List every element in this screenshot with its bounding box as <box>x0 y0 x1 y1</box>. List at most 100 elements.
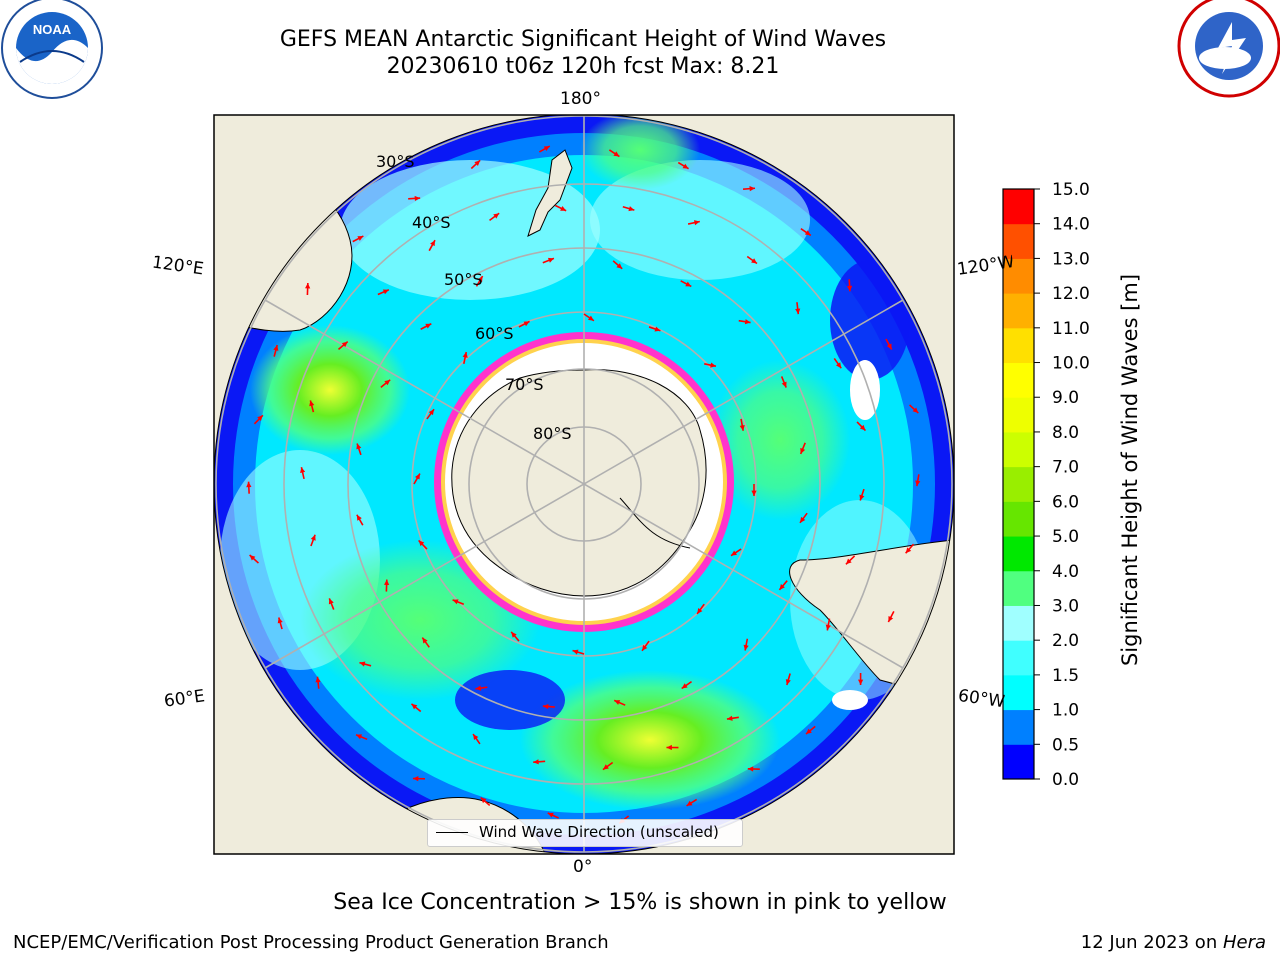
nws-logo <box>1177 0 1280 98</box>
colorbar-tick-label: 4.0 <box>1052 562 1079 582</box>
wind-wave-arrow-head <box>473 734 479 741</box>
noaa-logo: NOAA <box>1 0 103 99</box>
wind-wave-arrow-head <box>628 206 635 212</box>
wind-wave-arrow-head <box>806 728 812 735</box>
wind-wave-arrow-head <box>587 315 594 321</box>
wind-wave-arrow-head <box>328 598 334 605</box>
colorbar-segment <box>1003 640 1034 676</box>
lat-label-80s: 80°S <box>533 424 572 443</box>
colorbar-tick-label: 15.0 <box>1052 180 1090 200</box>
wind-wave-arrow-head <box>602 764 609 770</box>
wind-wave-arrow-head <box>915 480 921 487</box>
wind-wave-arrow-head <box>547 257 554 263</box>
wind-wave-arrow-head <box>428 409 435 416</box>
wind-wave-arrow-head <box>886 343 892 350</box>
wind-wave-arrow-head <box>310 534 316 541</box>
wind-wave-arrow-head <box>747 766 754 772</box>
wind-wave-arrow-head <box>356 514 362 521</box>
footer-date-prefix: 12 Jun 2023 on <box>1080 932 1223 953</box>
wind-wave-arrow-head <box>835 362 842 369</box>
colorbar-tick-label: 3.0 <box>1052 596 1079 616</box>
colorbar-label: Significant Height of Wind Waves [m] <box>1118 273 1142 667</box>
colorbar-tick-label: 7.0 <box>1052 458 1079 478</box>
wind-wave-arrow-head <box>425 323 432 329</box>
wind-wave-arrow-head <box>795 308 801 315</box>
colorbar-tick-label: 0.0 <box>1052 770 1079 790</box>
graticule <box>215 115 953 853</box>
wind-wave-arrow-head <box>800 447 806 454</box>
wind-wave-arrow-head <box>859 494 865 501</box>
colorbar-segment <box>1003 709 1034 745</box>
wind-wave-arrow-head <box>547 812 554 818</box>
wind-wave-arrow-head <box>666 744 672 751</box>
wind-wave-arrow-head <box>681 683 688 689</box>
wind-wave-arrow-head <box>422 637 428 644</box>
colorbar-tick-label: 2.0 <box>1052 631 1079 651</box>
wind-wave-arrow-head <box>749 186 756 192</box>
colorbar-tick-label: 6.0 <box>1052 492 1079 512</box>
legend-line-sample <box>436 832 468 833</box>
lat-label-50s: 50°S <box>444 270 483 289</box>
wind-wave-arrow-head <box>613 151 620 157</box>
colorbar-segment <box>1003 466 1034 502</box>
wind-wave-arrow-head <box>845 558 852 565</box>
wind-wave-arrow-head <box>781 381 787 388</box>
footer-date: 12 Jun 2023 on Hera <box>1081 932 1266 953</box>
colorbar-tick-label: 1.0 <box>1052 701 1079 721</box>
wind-wave-arrow-head <box>682 163 689 169</box>
wind-wave-arrow-head <box>315 676 321 683</box>
wind-wave-arrow-head <box>686 800 693 806</box>
wind-wave-arrow-head <box>731 550 737 556</box>
wind-wave-arrow-head <box>846 285 853 292</box>
colorbar-tick-label: 10.0 <box>1052 354 1090 374</box>
colorbar-segment <box>1003 327 1034 364</box>
colorbar-segment <box>1003 258 1034 294</box>
wind-wave-arrow-head <box>912 407 919 414</box>
colorbar-segment <box>1003 536 1034 572</box>
wind-wave-arrow-head <box>300 467 306 473</box>
wind-wave-arrow-head <box>411 703 418 710</box>
map-frame <box>213 114 955 855</box>
wind-wave-arrow-head <box>414 473 420 480</box>
wind-wave-arrow-head <box>511 631 517 638</box>
legend-label: Wind Wave Direction (unscaled) <box>479 823 719 841</box>
wind-wave-arrow-head <box>726 715 733 721</box>
wind-wave-arrow-head <box>462 352 468 358</box>
footer-system-name: Hera <box>1222 932 1266 953</box>
wind-wave-arrow-head <box>412 776 419 782</box>
colorbar-tick-label: 1.5 <box>1052 666 1079 686</box>
colorbar-tick-label: 0.5 <box>1052 735 1079 755</box>
wind-wave-arrow-head <box>277 617 283 624</box>
colorbar-segment <box>1003 674 1034 711</box>
wind-wave-arrow-head <box>642 644 648 651</box>
footer-credit: NCEP/EMC/Verification Post Processing Pr… <box>13 932 609 953</box>
colorbar-tick-label: 5.0 <box>1052 527 1079 547</box>
wind-wave-arrow-head <box>542 703 549 710</box>
wind-wave-arrow-head <box>309 400 315 407</box>
wind-wave-arrow-head <box>474 160 481 166</box>
wind-wave-arrow-head <box>710 362 716 368</box>
wind-wave-arrow-head <box>614 700 621 705</box>
wind-wave-arrow-head <box>305 283 311 289</box>
wind-wave-arrow-head <box>857 679 864 686</box>
wind-wave-arrow-head <box>744 319 751 325</box>
wind-wave-arrow-head <box>825 624 831 631</box>
wind-wave-arrow-head <box>475 685 482 691</box>
colorbar-segment <box>1003 431 1034 468</box>
colorbar-tick-label: 11.0 <box>1052 319 1090 339</box>
wind-wave-arrow-head <box>382 289 389 295</box>
colorbar-segment <box>1003 362 1034 398</box>
wind-wave-arrow-head <box>384 379 391 386</box>
colorbar-tick-label: 12.0 <box>1052 284 1090 304</box>
wind-wave-arrow-head <box>477 276 483 283</box>
colorbar: 0.0 0.5 1.0 1.5 2.0 3.0 4.0 5.0 6.0 7.0 8.0 9.0 10.0… <box>1002 180 1090 790</box>
colorbar-segment <box>1003 293 1034 329</box>
lat-label-60s: 60°S <box>475 324 514 343</box>
wind-wave-arrow-head <box>804 230 811 236</box>
chart-subtitle: 20230610 t06z 120h fcst Max: 8.21 <box>386 54 780 79</box>
wind-wave-arrow-head <box>697 607 703 614</box>
colorbar-frame <box>1002 188 1035 780</box>
lat-label-30s: 30°S <box>376 152 415 171</box>
wind-wave-arrow-head <box>414 195 421 202</box>
